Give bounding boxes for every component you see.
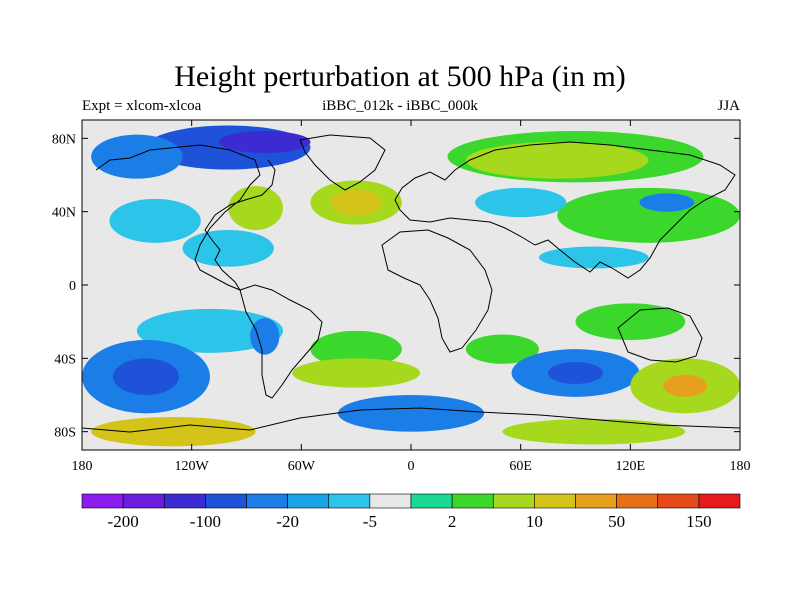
lon-tick-label: 120W bbox=[175, 459, 210, 474]
anomaly-region bbox=[575, 303, 686, 340]
anomaly-region bbox=[474, 187, 567, 218]
anomaly-region bbox=[109, 198, 201, 243]
map-plot-area bbox=[82, 120, 740, 450]
colorbar-swatch bbox=[328, 493, 371, 509]
anomaly-region bbox=[91, 417, 256, 447]
colorbar-swatch bbox=[163, 493, 206, 509]
colorbar-label: 50 bbox=[608, 512, 625, 531]
colorbar-label: -200 bbox=[108, 512, 139, 531]
colorbar-label: -5 bbox=[363, 512, 377, 531]
colorbar-swatch bbox=[534, 493, 576, 509]
anomaly-region bbox=[557, 187, 740, 243]
lat-tick-label: 0 bbox=[69, 279, 76, 294]
anomaly-region bbox=[502, 418, 686, 445]
coastline-north-america bbox=[95, 144, 276, 292]
coastline-south-america bbox=[239, 284, 323, 399]
lat-tick-label: 40N bbox=[52, 206, 76, 221]
lat-tick-label: 80N bbox=[52, 132, 76, 147]
coastlines bbox=[82, 134, 740, 433]
anomaly-region bbox=[310, 330, 402, 368]
anomaly-region bbox=[182, 230, 274, 267]
anomaly-region bbox=[292, 358, 421, 388]
colorbar-swatch bbox=[246, 493, 288, 509]
lon-tick-label: 120E bbox=[616, 459, 646, 474]
lat-tick-label: 40S bbox=[54, 352, 76, 367]
anomaly-region bbox=[136, 308, 284, 353]
lon-tick-label: 60W bbox=[288, 459, 316, 474]
coastline-greenland bbox=[299, 134, 386, 191]
colorbar-label: 2 bbox=[448, 512, 457, 531]
colorbar-label: -20 bbox=[276, 512, 299, 531]
anomaly-region bbox=[465, 142, 649, 179]
lon-tick-label: 60E bbox=[509, 459, 532, 474]
anomaly-fill-layer bbox=[82, 125, 740, 447]
longitude-axis: 180 120W 60W 0 60E 120E 180 bbox=[72, 120, 751, 474]
coastline-europe-asia bbox=[394, 141, 736, 279]
anomaly-region bbox=[219, 131, 311, 153]
colorbar-swatch bbox=[575, 493, 617, 509]
coastline-australia bbox=[617, 307, 703, 363]
colorbar-swatch bbox=[205, 493, 247, 509]
lat-tick-label: 80S bbox=[54, 426, 76, 441]
anomaly-region bbox=[113, 358, 179, 395]
anomaly-region bbox=[639, 193, 695, 212]
colorbar-swatch bbox=[287, 493, 330, 509]
lon-tick-label: 180 bbox=[72, 459, 93, 474]
colorbar-swatch bbox=[410, 493, 453, 509]
colorbar-swatch bbox=[492, 493, 535, 509]
lon-tick-label: 0 bbox=[408, 459, 415, 474]
colorbar-swatch bbox=[698, 493, 741, 509]
colorbar-swatch bbox=[616, 493, 659, 509]
colorbar-label: -100 bbox=[190, 512, 221, 531]
lon-tick-label: 180 bbox=[730, 459, 751, 474]
colorbar-swatch bbox=[81, 493, 124, 509]
anomaly-region bbox=[91, 134, 183, 179]
anomaly-region bbox=[663, 374, 708, 397]
anomaly-region bbox=[337, 395, 485, 432]
anomaly-region bbox=[228, 186, 284, 230]
anomaly-region bbox=[538, 246, 649, 269]
left-string: Expt = xlcom-xlcoa bbox=[82, 98, 202, 114]
colorbar: -200 -100 -20 -5 2 10 50 150 bbox=[81, 493, 741, 531]
anomaly-region bbox=[465, 334, 539, 364]
coastline-antarctica bbox=[82, 407, 740, 433]
latitude-axis: 80N 40N 0 40S 80S bbox=[52, 132, 740, 441]
colorbar-swatch bbox=[122, 493, 165, 509]
coastline-africa bbox=[381, 229, 493, 353]
colorbar-swatch bbox=[451, 493, 494, 509]
colorbar-swatch bbox=[369, 493, 412, 509]
colorbar-label: 10 bbox=[526, 512, 543, 531]
anomaly-region bbox=[548, 362, 603, 384]
map-title: Height perturbation at 500 hPa (in m) bbox=[174, 60, 626, 93]
center-string: iBBC_012k - iBBC_000k bbox=[322, 98, 478, 114]
colorbar-label: 150 bbox=[686, 512, 712, 531]
anomaly-region bbox=[330, 189, 382, 216]
colorbar-swatch bbox=[657, 493, 700, 509]
anomaly-region bbox=[250, 318, 280, 355]
right-string: JJA bbox=[717, 98, 740, 114]
